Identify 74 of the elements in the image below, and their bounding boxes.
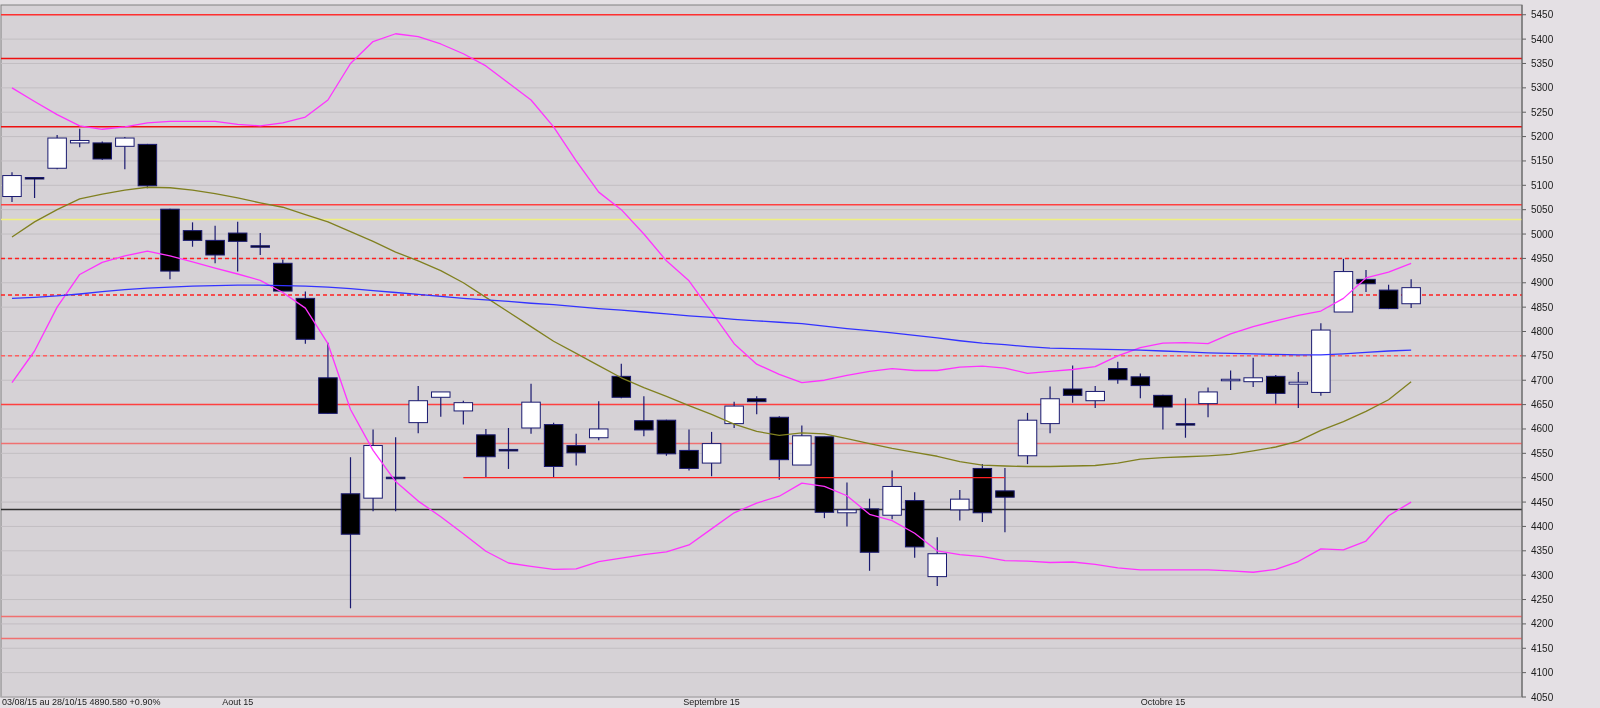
candlestick — [1062, 365, 1083, 404]
candlestick — [1265, 374, 1286, 405]
y-tick-label: 5200 — [1531, 131, 1554, 143]
candlestick — [566, 433, 586, 467]
candlestick — [1175, 397, 1196, 439]
y-tick-label: 4700 — [1531, 374, 1554, 386]
y-tick-label: 4100 — [1531, 667, 1554, 679]
y-tick-label: 4550 — [1531, 447, 1554, 459]
candlestick — [837, 481, 857, 528]
candlestick — [995, 467, 1015, 533]
candlestick — [498, 427, 519, 470]
line-series — [11, 33, 1412, 384]
candlestick — [746, 395, 767, 415]
y-tick-label: 5250 — [1531, 106, 1554, 118]
candlestick — [927, 536, 947, 587]
y-tick-label: 4800 — [1531, 326, 1554, 338]
y-tick-label: 4200 — [1531, 618, 1554, 630]
line-series — [11, 284, 1412, 356]
candlestick — [588, 400, 609, 441]
candlestick — [182, 221, 203, 248]
line-series — [11, 186, 1412, 468]
candlestick — [408, 385, 428, 434]
candlestick — [679, 428, 699, 471]
x-tick-label: Octobre 15 — [1140, 697, 1186, 707]
candlestick — [1288, 371, 1309, 409]
candlestick — [205, 225, 225, 264]
candlestick — [227, 221, 248, 273]
y-tick-label: 4900 — [1531, 277, 1554, 289]
candlestick — [1130, 372, 1151, 399]
y-tick-label: 4750 — [1531, 350, 1554, 362]
y-tick-label: 4050 — [1531, 691, 1554, 703]
candlestick — [250, 232, 270, 256]
y-tick-label: 4400 — [1531, 520, 1554, 532]
x-tick-label: Septembre 15 — [683, 697, 740, 707]
candlestick — [1198, 386, 1218, 418]
candlestick — [1108, 361, 1128, 385]
candlestick — [431, 391, 451, 418]
y-tick-label: 5050 — [1531, 204, 1554, 216]
candlestick — [1085, 385, 1105, 409]
candlestick — [724, 401, 744, 429]
candlestick — [115, 136, 135, 170]
candlestick — [1401, 278, 1421, 309]
text: 03/08/15 au 28/10/15 4890.580 +0.90% — [2, 697, 161, 707]
y-tick-label: 4850 — [1531, 301, 1554, 313]
y-tick-label: 4300 — [1531, 569, 1554, 581]
x-tick-label: Aout 15 — [222, 697, 254, 707]
y-tick-label: 5400 — [1531, 33, 1554, 45]
candlestick — [701, 431, 722, 477]
candlestick — [950, 489, 970, 522]
candlestick — [634, 395, 654, 437]
candlestick — [1378, 284, 1399, 310]
y-tick-label: 4500 — [1531, 472, 1554, 484]
candlestick — [476, 428, 496, 479]
candlestick — [1153, 394, 1173, 431]
candlestick — [24, 176, 45, 199]
y-tick-label: 4950 — [1531, 252, 1554, 264]
candlestick — [453, 400, 474, 426]
candlestick — [92, 140, 113, 161]
y-tick-label: 4350 — [1531, 545, 1554, 557]
y-tick-label: 5300 — [1531, 82, 1554, 94]
y-tick-label: 4600 — [1531, 423, 1554, 435]
y-tick-label: 4250 — [1531, 594, 1554, 606]
line-series — [11, 250, 1412, 573]
candlestick — [1243, 357, 1263, 388]
y-tick-label: 5350 — [1531, 57, 1554, 69]
y-tick-label: 4450 — [1531, 496, 1554, 508]
y-tick-label: 5150 — [1531, 155, 1554, 167]
y-tick-label: 5000 — [1531, 228, 1554, 240]
y-tick-label: 4150 — [1531, 642, 1554, 654]
y-tick-label: 5100 — [1531, 179, 1554, 191]
candlestick — [69, 128, 90, 148]
candlestick — [2, 171, 22, 203]
y-tick-label: 5450 — [1531, 9, 1554, 21]
y-tick-label: 4650 — [1531, 399, 1554, 411]
